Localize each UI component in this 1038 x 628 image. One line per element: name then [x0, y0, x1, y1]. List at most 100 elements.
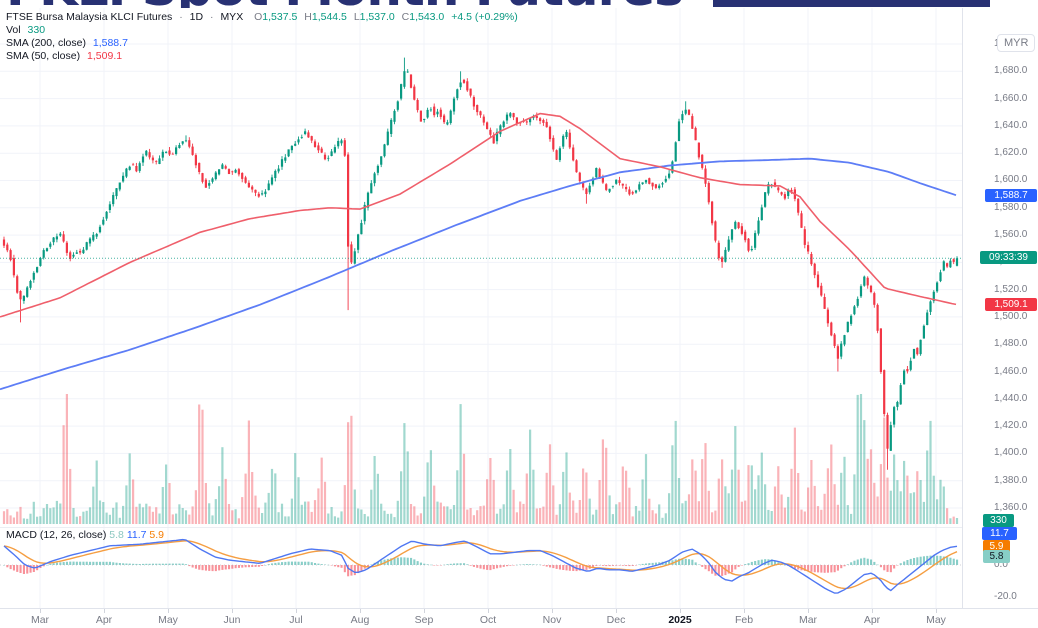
macd-hist-bar — [19, 565, 22, 573]
volume-bar — [396, 500, 399, 524]
macd-hist-bar — [244, 565, 247, 568]
interval-value[interactable]: 1D — [189, 11, 204, 23]
volume-bar — [886, 477, 889, 524]
currency-button[interactable]: MYR — [997, 34, 1036, 52]
macd-hist-bar — [621, 565, 624, 566]
legend-volume-row[interactable]: Vol 330 — [6, 24, 518, 37]
candle — [757, 220, 760, 234]
candle — [740, 226, 743, 234]
macd-hist-bar — [317, 563, 320, 565]
volume-bar — [181, 508, 184, 524]
symbol-name[interactable]: FTSE Bursa Malaysia KLCI Futures — [6, 11, 173, 23]
candle — [807, 245, 810, 252]
candle — [634, 190, 638, 193]
macd-hist-bar — [645, 563, 648, 565]
volume-bar — [224, 478, 227, 524]
candle — [949, 260, 952, 268]
volume-bar — [16, 511, 19, 524]
candle — [376, 165, 379, 173]
macd-hist-bar — [400, 557, 403, 565]
exchange-name[interactable]: MYX — [220, 11, 244, 23]
time-axis-label: Nov — [542, 614, 562, 626]
macd-hist-bar — [453, 563, 456, 565]
time-axis[interactable]: Mar Apr May Jun Jul Aug Sep Oct Nov Dec 2025 Feb Mar… — [0, 608, 1038, 628]
candle — [850, 315, 853, 324]
macd-hist-bar — [307, 561, 310, 565]
macd-hist-bar — [234, 565, 237, 569]
macd-hist-bar — [257, 565, 260, 567]
candle — [175, 147, 178, 154]
candle — [201, 173, 204, 182]
macd-hist-bar — [641, 563, 644, 565]
candle — [572, 147, 575, 161]
macd-hist-bar — [12, 565, 15, 571]
legend-sma50-row[interactable]: SMA (50, close) 1,509.1 — [6, 50, 518, 63]
volume-bar — [333, 516, 336, 524]
volume-bar — [122, 505, 125, 524]
macd-hist-bar — [105, 561, 108, 565]
macd-hist-bar — [456, 563, 459, 565]
macd-hist-bar — [916, 557, 919, 565]
volume-bar — [512, 489, 515, 524]
sma200-line[interactable] — [0, 157, 957, 391]
legend-symbol-row[interactable]: FTSE Bursa Malaysia KLCI Futures · 1D · … — [6, 11, 518, 24]
macd-hist-bar — [367, 565, 370, 567]
volume-bar — [644, 454, 648, 524]
macd-hist-bar — [628, 565, 631, 567]
candle — [883, 370, 886, 414]
candle — [942, 261, 945, 271]
candle — [555, 150, 558, 160]
candle — [264, 191, 267, 195]
candle — [198, 162, 201, 172]
macd-hist-bar — [879, 565, 882, 568]
candle — [237, 169, 240, 175]
candle — [231, 171, 234, 173]
macd-hist-bar — [486, 565, 489, 570]
candle — [800, 213, 803, 228]
macd-hist-bar — [26, 565, 29, 574]
price-axis[interactable]: 1,700.01,680.01,660.01,640.01,620.01,600… — [962, 8, 1038, 608]
candle — [797, 198, 800, 213]
volume-bar — [469, 508, 472, 524]
volume-bar — [69, 468, 72, 524]
volume-bar — [227, 504, 231, 524]
volume-bar — [148, 506, 151, 524]
price-tick-label: 1,640.0 — [994, 119, 1028, 131]
macd-hist-bar — [876, 564, 879, 566]
macd-hist-bar — [69, 561, 72, 565]
candle — [383, 144, 386, 157]
volume-bar — [591, 514, 595, 524]
candle — [843, 335, 846, 345]
sma50-line[interactable] — [0, 112, 957, 318]
candle — [495, 131, 499, 142]
separator: · — [210, 11, 214, 23]
macd-legend-row[interactable]: MACD (12, 26, close) 5.8 11.7 5.9 — [6, 529, 164, 541]
candle — [552, 137, 555, 150]
candle — [747, 238, 750, 251]
volume-bar — [85, 510, 88, 524]
volume-bar — [833, 484, 836, 524]
macd-hist-bar — [108, 561, 111, 565]
candle — [132, 164, 135, 166]
sma50-value: 1,509.1 — [87, 50, 123, 62]
price-tick-label: 1,560.0 — [994, 229, 1028, 241]
macd-value-badge: 11.7 — [982, 527, 1017, 540]
macd-hist-bar — [863, 557, 866, 565]
candle — [621, 183, 624, 186]
candle — [777, 187, 780, 191]
candle — [211, 178, 214, 182]
candle — [820, 285, 823, 296]
volume-bar — [519, 501, 522, 524]
pane-divider[interactable] — [0, 527, 1038, 528]
macd-hist-bar — [340, 565, 343, 568]
volume-bar — [2, 511, 6, 524]
candle — [721, 257, 724, 262]
volume-bar — [175, 513, 178, 524]
volume-bar — [873, 482, 876, 524]
legend-sma200-row[interactable]: SMA (200, close) 1,588.7 — [6, 37, 518, 50]
candle — [859, 286, 863, 297]
volume-bar — [307, 501, 310, 524]
volume-bar — [949, 518, 952, 524]
candle — [360, 223, 363, 235]
